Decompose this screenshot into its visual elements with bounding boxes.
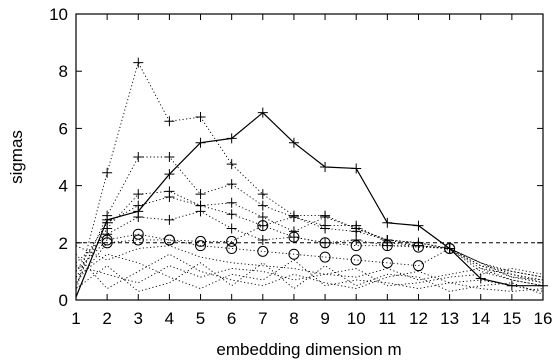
background-series-line-1 xyxy=(75,156,544,286)
background-series-line-8 xyxy=(75,253,544,292)
background-series-line-10 xyxy=(75,253,544,292)
background-series-3-point xyxy=(351,226,362,237)
background-series-1-point xyxy=(195,189,206,200)
background-series-0-point xyxy=(195,111,206,122)
background-series-6-point xyxy=(412,260,424,272)
main-series-point xyxy=(164,169,175,180)
background-series-4-point xyxy=(226,223,237,234)
background-series-line-5 xyxy=(75,225,544,284)
main-series-line xyxy=(75,111,543,298)
background-series-6-point xyxy=(257,245,269,257)
main-series-point xyxy=(506,280,517,291)
background-series-5-point xyxy=(226,235,238,247)
background-series-line-6 xyxy=(75,239,544,287)
main-series-point xyxy=(320,162,331,173)
x-tick-label: 8 xyxy=(289,309,298,328)
plot-frame xyxy=(75,13,544,301)
background-series-6-point xyxy=(195,240,207,252)
background-series-line-9 xyxy=(75,265,544,287)
background-series-5-point xyxy=(257,220,269,232)
x-tick-label: 5 xyxy=(196,309,205,328)
x-tick-label: 16 xyxy=(534,309,553,328)
background-series-3-point xyxy=(257,220,268,231)
main-series-point xyxy=(102,214,113,225)
x-tick-label: 11 xyxy=(379,309,397,328)
background-series-1-point xyxy=(133,152,144,162)
chart-marks xyxy=(75,57,548,298)
background-series-2-point xyxy=(133,189,144,200)
y-tick-label: 10 xyxy=(49,5,68,24)
background-series-5-point xyxy=(288,231,300,243)
background-series-2-point xyxy=(226,197,237,208)
background-series-4-point xyxy=(351,234,362,245)
background-series-6-point xyxy=(132,234,144,246)
background-series-5-point xyxy=(381,240,393,252)
x-tick-label: 13 xyxy=(440,309,459,328)
main-series-point xyxy=(351,163,362,174)
y-tick-label: 4 xyxy=(59,177,68,196)
x-tick-label: 9 xyxy=(320,309,329,328)
background-series-line-2 xyxy=(75,190,544,284)
background-series-1-point xyxy=(226,179,237,190)
background-series-6-point xyxy=(226,243,238,255)
background-series-4-point xyxy=(195,206,206,217)
x-tick-label: 4 xyxy=(165,309,174,328)
background-series-5-point xyxy=(412,241,424,253)
y-axis-title: sigmas xyxy=(7,130,26,184)
x-axis-title: embedding dimension m xyxy=(216,340,401,359)
background-series-5-point xyxy=(350,240,362,252)
background-series-5-point xyxy=(195,235,207,247)
main-series-point xyxy=(538,280,548,291)
background-series-0-point xyxy=(133,57,144,68)
background-series-5-point xyxy=(101,234,113,246)
background-series-5-point xyxy=(132,228,144,240)
y-tick-label: 0 xyxy=(59,291,68,310)
background-series-3-point xyxy=(320,223,331,234)
background-series-6-point xyxy=(381,257,393,269)
y-tick-label: 8 xyxy=(59,62,68,81)
background-series-4-point xyxy=(164,214,175,225)
background-series-6-point xyxy=(319,251,331,263)
main-series-point xyxy=(288,137,299,148)
x-tick-label: 1 xyxy=(71,309,80,328)
background-series-6-point xyxy=(288,248,300,260)
background-series-4-point xyxy=(257,234,268,245)
y-tick-label: 6 xyxy=(59,119,68,138)
background-series-0-point xyxy=(226,159,237,170)
x-tick-label: 15 xyxy=(502,309,521,328)
x-tick-label: 7 xyxy=(258,309,267,328)
background-series-6-point xyxy=(163,234,175,246)
x-tick-label: 14 xyxy=(471,309,490,328)
main-series-point xyxy=(475,273,486,284)
main-series-point xyxy=(133,206,144,217)
background-series-1-point xyxy=(257,200,268,211)
background-series-3-point xyxy=(226,209,237,220)
main-series-point xyxy=(413,220,424,231)
background-series-0-point xyxy=(257,189,268,200)
background-series-line-11 xyxy=(75,262,544,295)
x-tick-label: 6 xyxy=(227,309,236,328)
main-series-point xyxy=(444,243,455,254)
main-series-point xyxy=(257,107,268,118)
main-series-point xyxy=(226,133,237,144)
background-series-2-point xyxy=(320,212,331,223)
x-tick-label: 3 xyxy=(134,309,143,328)
main-series-point xyxy=(382,217,393,228)
background-series-1-point xyxy=(164,152,175,162)
background-series-0-point xyxy=(164,116,175,127)
x-tick-label: 2 xyxy=(102,309,111,328)
background-series-0-point xyxy=(102,167,113,178)
x-tick-label: 12 xyxy=(409,309,428,328)
background-series-line-7 xyxy=(75,245,544,287)
background-series-3-point xyxy=(164,192,175,203)
x-tick-label: 10 xyxy=(347,309,366,328)
y-tick-label: 2 xyxy=(59,234,68,253)
background-series-3-point xyxy=(288,212,299,223)
main-series-point xyxy=(195,137,206,148)
background-series-6-point xyxy=(350,254,362,266)
background-series-line-0 xyxy=(75,61,544,292)
